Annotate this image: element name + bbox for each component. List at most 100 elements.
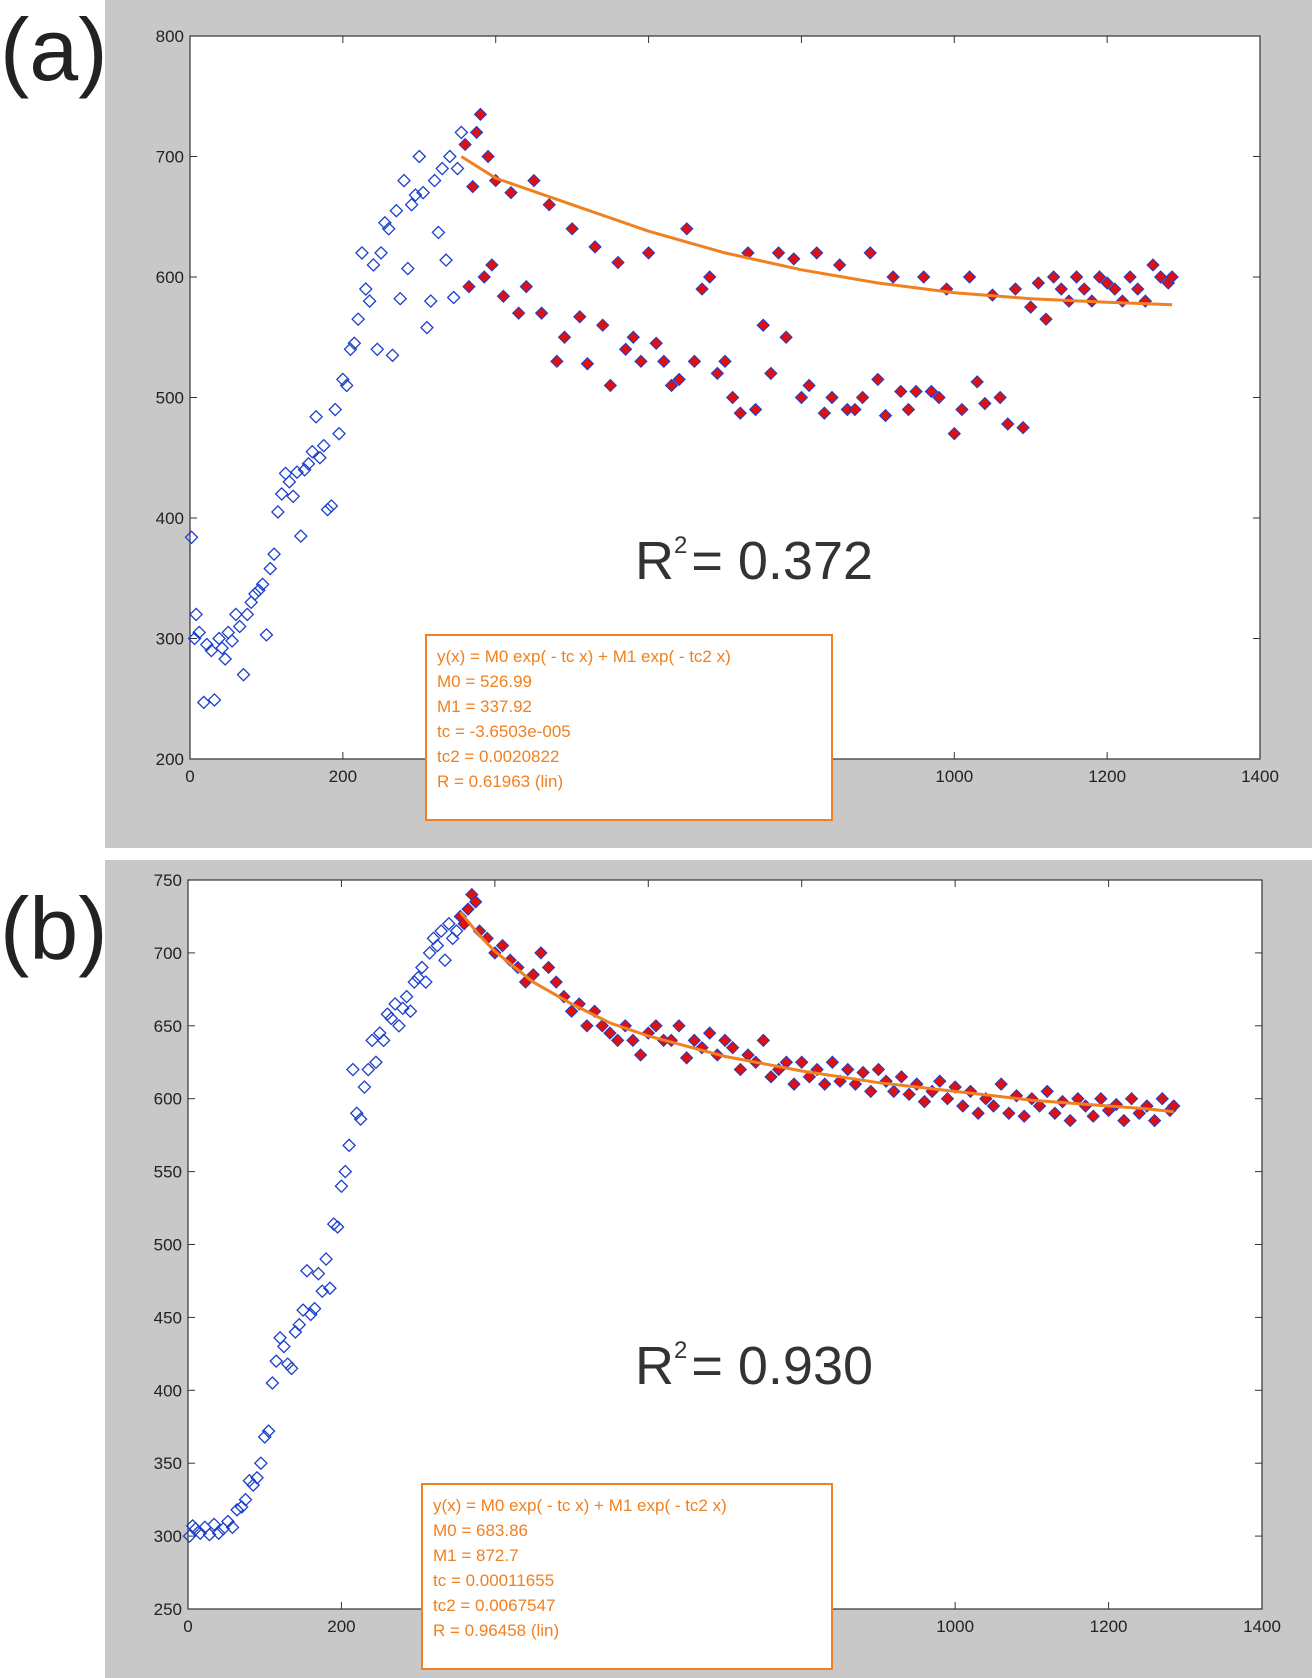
data-point [384, 1011, 399, 1026]
fit-equation: y(x) = M0 exp( - tc x) + M1 exp( - tc2 x… [437, 647, 731, 666]
data-point [316, 438, 331, 453]
data-point [427, 173, 442, 188]
fitted-data-point [1039, 312, 1053, 326]
fitted-data-point [855, 390, 870, 405]
fitted-data-point [825, 1055, 840, 1069]
data-point [315, 1284, 330, 1299]
data-point [265, 1376, 280, 1390]
data-point [370, 342, 385, 357]
data-point [225, 1520, 240, 1535]
data-point [193, 1526, 208, 1541]
fit-tc2: tc2 = 0.0020822 [437, 747, 560, 766]
fitted-data-point [986, 1099, 1001, 1113]
fitted-data-point [1132, 1106, 1146, 1120]
fitted-data-point [1040, 1084, 1054, 1099]
fitted-data-point [933, 1074, 947, 1088]
fitted-data-point [1008, 282, 1023, 296]
fitted-data-point [702, 1026, 717, 1040]
data-point [454, 125, 469, 140]
data-point [389, 203, 404, 218]
fitted-data-point [810, 246, 824, 260]
data-point [189, 607, 204, 622]
fitted-data-point [993, 390, 1007, 405]
data-point [253, 1456, 268, 1471]
fitted-data-point [1016, 420, 1030, 435]
data-point [313, 450, 327, 465]
fitted-data-point [956, 1099, 970, 1113]
fitted-data-point [633, 1048, 648, 1062]
fitted-data-point [573, 310, 587, 324]
fitted-data-point [534, 306, 549, 320]
fitted-data-point [725, 390, 740, 405]
fitted-data-point [955, 402, 969, 417]
data-point [261, 1424, 276, 1439]
y-tick-label: 550 [154, 1163, 182, 1182]
fitted-data-point [1100, 276, 1114, 290]
x-tick-label: 200 [329, 767, 357, 786]
fitted-data-point [672, 372, 686, 387]
y-tick-label: 400 [156, 509, 184, 528]
fitted-data-point [1024, 300, 1038, 314]
data-point [338, 1164, 353, 1179]
data-point [328, 402, 343, 417]
fitted-data-point [733, 1062, 748, 1077]
fitted-data-point [917, 1094, 932, 1109]
data-point [376, 1033, 391, 1048]
fitted-data-point [947, 426, 961, 441]
data-point [284, 1361, 299, 1376]
data-point [449, 924, 464, 938]
fitted-data-point [466, 179, 480, 194]
panel-a-label: (a) [0, 0, 108, 99]
fit-tc: tc = -3.6503e-005 [437, 722, 571, 741]
x-tick-label: 1200 [1090, 1617, 1128, 1636]
data-point [319, 1252, 334, 1266]
data-point [418, 975, 433, 989]
data-point [377, 215, 392, 230]
fitted-data-point [687, 1033, 702, 1048]
fitted-data-point [710, 366, 725, 381]
fit-tc: tc = 0.00011655 [433, 1571, 555, 1590]
fitted-data-point [1124, 1091, 1139, 1106]
fitted-data-point [863, 246, 877, 260]
y-tick-label: 600 [156, 268, 184, 287]
data-point [361, 1062, 376, 1077]
x-tick-label: 200 [327, 1617, 355, 1636]
data-point [286, 489, 301, 504]
fitted-data-point [519, 279, 533, 294]
fitted-data-point [473, 107, 488, 122]
fitted-data-point [495, 938, 510, 953]
data-point [305, 444, 320, 459]
data-point [196, 695, 211, 710]
fitted-data-point [610, 1033, 625, 1048]
data-point [347, 336, 362, 351]
x-tick-label: 1200 [1088, 767, 1126, 786]
fitted-data-point [994, 1077, 1008, 1091]
data-point [296, 1303, 310, 1318]
data-point [339, 378, 354, 393]
data-point [290, 465, 304, 480]
data-point [220, 1514, 235, 1529]
data-point [184, 530, 199, 545]
data-point [366, 258, 381, 272]
fitted-data-point [1048, 1106, 1062, 1120]
fitted-data-point [856, 1065, 870, 1080]
data-point [334, 1179, 349, 1194]
fitted-data-point [978, 396, 992, 411]
data-point [422, 945, 437, 960]
fitted-data-point [917, 270, 931, 284]
data-point [187, 631, 202, 646]
data-point [358, 282, 373, 296]
data-point [416, 185, 431, 200]
data-point [307, 1301, 322, 1316]
data-point [392, 1018, 406, 1033]
r2-sup-b: 2 [674, 1337, 688, 1364]
fitted-data-point [687, 354, 702, 369]
y-tick-label: 400 [154, 1381, 182, 1400]
data-point [435, 161, 450, 176]
data-point [215, 641, 230, 656]
fitted-data-point [794, 390, 809, 405]
fitted-data-point [894, 384, 908, 399]
fitted-data-point [641, 246, 656, 260]
fitted-data-point [1123, 270, 1137, 284]
fitted-data-point [1086, 1109, 1100, 1123]
